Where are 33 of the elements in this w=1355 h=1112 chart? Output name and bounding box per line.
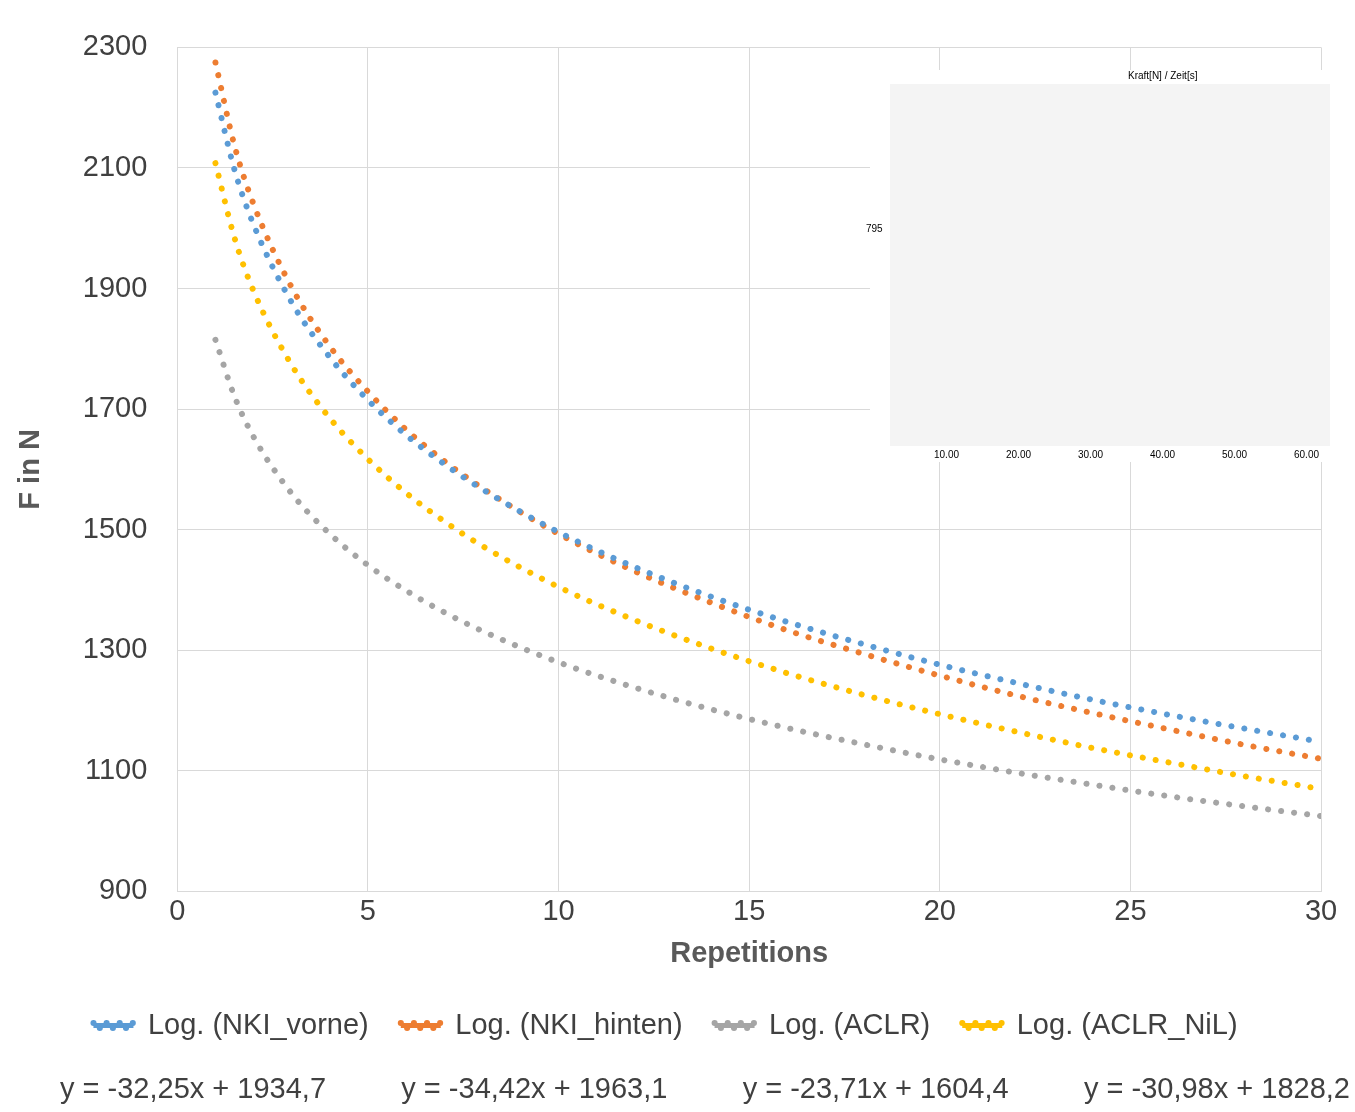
- legend-label: Log. (NKI_hinten): [455, 1007, 683, 1040]
- annotation: Kraft[N] / Zeit[s]: [1128, 70, 1198, 81]
- text: y = -30,98x + 1828,2: [1083, 1072, 1350, 1105]
- x-tick-label: 5: [359, 893, 376, 926]
- x-tick-label: 10: [542, 893, 575, 926]
- annotation: 50.00: [1222, 449, 1248, 460]
- y-tick-label: 2300: [82, 29, 148, 62]
- legend-label: Log. (ACLR): [769, 1007, 931, 1040]
- y-tick-label: 900: [98, 873, 148, 906]
- x-tick-label: 20: [923, 893, 956, 926]
- annotation: 60.00: [1294, 449, 1320, 460]
- y-tick-label: 2100: [82, 149, 148, 182]
- y-tick-label: 1500: [82, 511, 148, 544]
- annotation: 20.00: [1006, 449, 1032, 460]
- annotation: 10.00: [934, 449, 960, 460]
- text: y = -23,71x + 1604,4: [742, 1072, 1009, 1105]
- y-axis-title: F in N: [13, 429, 46, 510]
- y-tick-label: 1700: [82, 391, 148, 424]
- annotation: 40.00: [1150, 449, 1176, 460]
- annotation: 30.00: [1078, 449, 1104, 460]
- y-tick-label: 1300: [82, 632, 148, 665]
- x-tick-label: 30: [1304, 893, 1338, 926]
- x-axis-title: Repetitions: [670, 935, 829, 968]
- y-tick-label: 1100: [84, 752, 148, 785]
- legend-label: Log. (NKI_vorne): [147, 1007, 369, 1040]
- x-tick-label: 0: [169, 893, 186, 926]
- x-tick-label: 25: [1114, 893, 1147, 926]
- legend-label: Log. (ACLR_NiL): [1016, 1007, 1238, 1040]
- text: y = -34,42x + 1963,1: [401, 1072, 668, 1105]
- text: y = -32,25x + 1934,7: [60, 1072, 327, 1105]
- annotation: 795: [866, 223, 883, 234]
- x-tick-label: 15: [733, 893, 766, 926]
- y-tick-label: 1900: [82, 270, 148, 303]
